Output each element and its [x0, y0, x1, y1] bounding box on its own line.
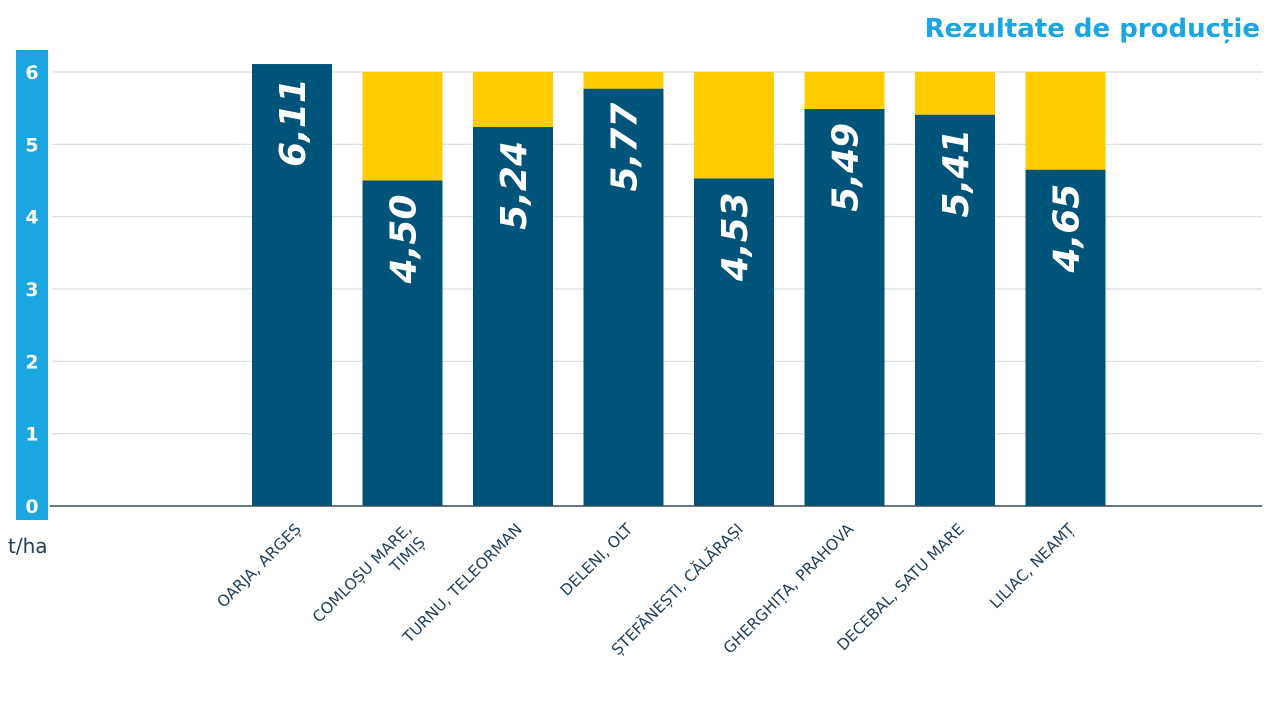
y-tick-label: 4 [25, 207, 38, 229]
x-tick-label: OARJA, ARGEȘ [214, 520, 305, 611]
bar-remainder [1025, 72, 1106, 170]
x-tick-label: GHERGHIȚA, PRAHOVA [720, 520, 858, 658]
data-label: 4,65 [1047, 184, 1088, 274]
data-label: 5,77 [605, 103, 646, 192]
data-label: 5,41 [936, 129, 977, 218]
bar-yield [583, 88, 664, 507]
y-tick-label: 3 [25, 279, 38, 301]
data-label: 4,50 [384, 195, 425, 285]
data-label: 4,53 [715, 192, 756, 282]
x-tick-label: DECEBAL, SATU MARE [834, 520, 968, 654]
x-tick-label: DELENI, OLT [557, 520, 637, 600]
y-tick-label: 2 [25, 351, 38, 373]
bar-remainder [804, 72, 885, 109]
data-label: 5,24 [494, 141, 535, 230]
bar-yield [1025, 169, 1106, 506]
bar-yield [694, 178, 774, 506]
y-axis-band [16, 50, 48, 520]
y-tick-label: 5 [25, 134, 38, 156]
bar-yield [915, 114, 995, 506]
bar-remainder [362, 72, 443, 181]
chart-title: Rezultate de producție [924, 14, 1260, 44]
x-tick-label: LILIAC, NEAMȚ [986, 520, 1078, 612]
bar-remainder [473, 72, 553, 127]
data-label: 6,11 [273, 78, 314, 167]
bar-yield [473, 126, 553, 507]
bar-remainder [583, 72, 664, 89]
y-axis-unit-label: t/ha [8, 534, 48, 558]
y-tick-label: 1 [25, 424, 38, 446]
bar-yield [252, 64, 332, 506]
data-label: 5,49 [826, 123, 867, 212]
bar-remainder [915, 72, 995, 115]
bar-remainder [694, 72, 774, 179]
bar-yield [362, 180, 443, 506]
y-tick-label: 6 [25, 62, 38, 84]
y-tick-label: 0 [25, 496, 38, 518]
bar-yield [804, 108, 885, 506]
